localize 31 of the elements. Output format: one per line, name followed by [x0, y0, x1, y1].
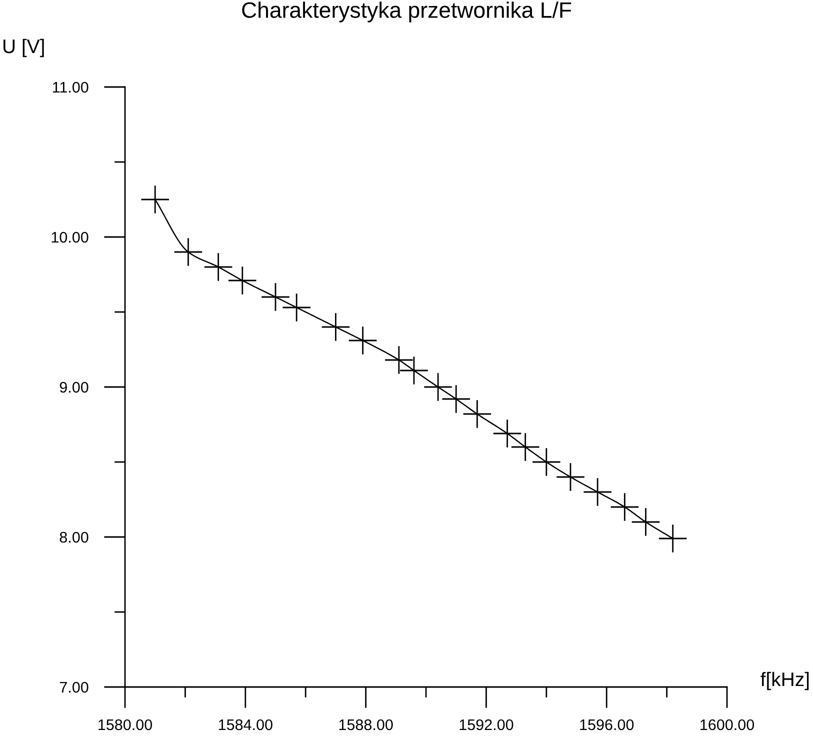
y-axis-title: U [V]	[4, 38, 44, 58]
point	[532, 448, 560, 476]
point	[204, 253, 232, 281]
chart-title: Charakterystyka przetwornika L/F	[242, 2, 572, 22]
x-tick-label: 1588.00	[339, 719, 393, 730]
point	[658, 524, 687, 552]
point	[348, 326, 377, 354]
x-tick-label: 1600.00	[700, 719, 754, 730]
y-tick-label: 11.00	[52, 82, 88, 93]
point	[141, 186, 169, 214]
point	[632, 508, 660, 536]
point	[322, 313, 350, 341]
point	[463, 400, 492, 428]
point	[584, 478, 612, 506]
x-tick-label: 1584.00	[218, 719, 272, 730]
x-tick-label: 1596.00	[580, 719, 634, 730]
point	[282, 294, 310, 322]
point	[228, 266, 256, 294]
point	[493, 420, 522, 448]
y-tick-label: 8.00	[60, 532, 88, 543]
y-tick-label: 10.00	[52, 232, 88, 243]
x-tick-label: 1592.00	[460, 719, 514, 730]
point	[610, 493, 639, 521]
point	[511, 433, 540, 461]
y-tick-label: 9.00	[60, 382, 88, 393]
point	[442, 385, 470, 413]
x-axis-title: f[kHz]	[760, 672, 809, 690]
y-tick-label: 7.00	[60, 682, 88, 693]
point	[385, 346, 413, 374]
point	[174, 238, 202, 266]
x-tick-label: 1580.00	[98, 719, 152, 730]
